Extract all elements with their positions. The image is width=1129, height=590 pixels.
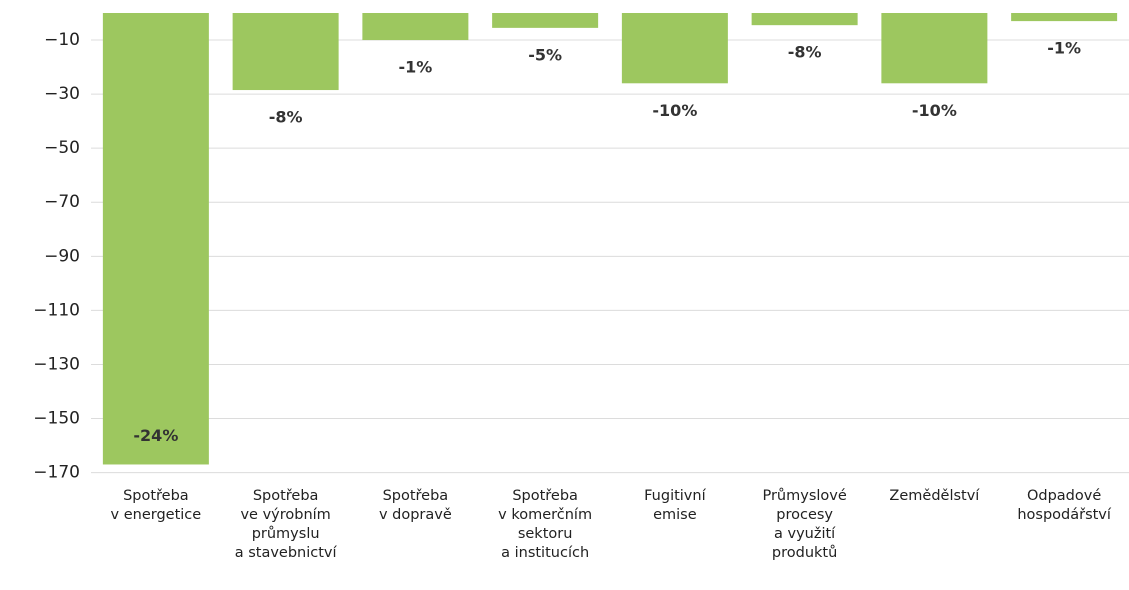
- y-tick-label: −90: [44, 246, 80, 266]
- y-tick-label: −30: [44, 84, 80, 104]
- label-line: Spotřeba: [383, 488, 449, 504]
- x-tick-label: Spotřeba v energetice: [111, 488, 202, 523]
- label-line: a využití: [774, 526, 836, 542]
- label-line: procesy: [776, 507, 833, 523]
- y-tick-label: −150: [33, 409, 80, 429]
- label-line: a stavebnictví: [235, 545, 338, 561]
- x-tick-label: Fugitivní emise: [644, 488, 706, 523]
- data-label: -1%: [1047, 39, 1081, 58]
- y-tick-label: −10: [44, 30, 80, 50]
- data-label: -24%: [133, 426, 178, 445]
- label-line: v komerčním: [498, 507, 592, 523]
- label-line: produktů: [772, 545, 837, 561]
- label-line: Zemědělství: [889, 488, 980, 504]
- label-line: a institucích: [501, 545, 589, 561]
- data-label: -8%: [788, 43, 822, 62]
- label-line: v dopravě: [379, 507, 452, 523]
- label-line: emise: [653, 507, 697, 523]
- y-tick-label: −130: [33, 354, 80, 374]
- bar: [102, 13, 209, 465]
- x-tick-label: Průmyslové procesy a využití produktů: [762, 488, 846, 561]
- label-line: Odpadové: [1027, 488, 1101, 504]
- y-tick-label: −110: [33, 300, 80, 320]
- x-tick-label: Zemědělství: [889, 488, 980, 504]
- bar: [881, 13, 988, 84]
- x-tick-label: Spotřeba ve výrobním průmyslu a stavebnictv…: [235, 488, 338, 561]
- label-line: ve výrobním: [240, 507, 330, 523]
- label-line: průmyslu: [252, 526, 320, 542]
- label-line: Spotřeba: [512, 488, 578, 504]
- bar: [1011, 13, 1118, 22]
- y-tick-label: −170: [33, 463, 80, 483]
- y-tick-label: −50: [44, 138, 80, 158]
- bar: [751, 13, 858, 26]
- label-line: Fugitivní: [644, 488, 706, 504]
- data-label: -1%: [398, 58, 432, 77]
- label-line: Průmyslové: [762, 488, 846, 504]
- data-label: -10%: [652, 101, 697, 120]
- label-line: v energetice: [111, 507, 202, 523]
- label-line: sektoru: [518, 526, 573, 542]
- label-line: Spotřeba: [253, 488, 319, 504]
- data-label: -10%: [912, 101, 957, 120]
- bar: [492, 13, 599, 28]
- x-tick-label: Spotřeba v dopravě: [379, 488, 452, 523]
- label-line: Spotřeba: [123, 488, 189, 504]
- bar: [232, 13, 339, 91]
- label-line: hospodářství: [1017, 507, 1112, 523]
- bar: [621, 13, 728, 84]
- data-label: -8%: [269, 108, 303, 127]
- x-tick-label: Spotřeba v komerčním sektoru a institucích: [498, 488, 592, 561]
- y-tick-label: −70: [44, 192, 80, 212]
- bar: [362, 13, 469, 41]
- x-tick-label: Odpadové hospodářství: [1017, 488, 1112, 523]
- data-label: -5%: [528, 45, 562, 64]
